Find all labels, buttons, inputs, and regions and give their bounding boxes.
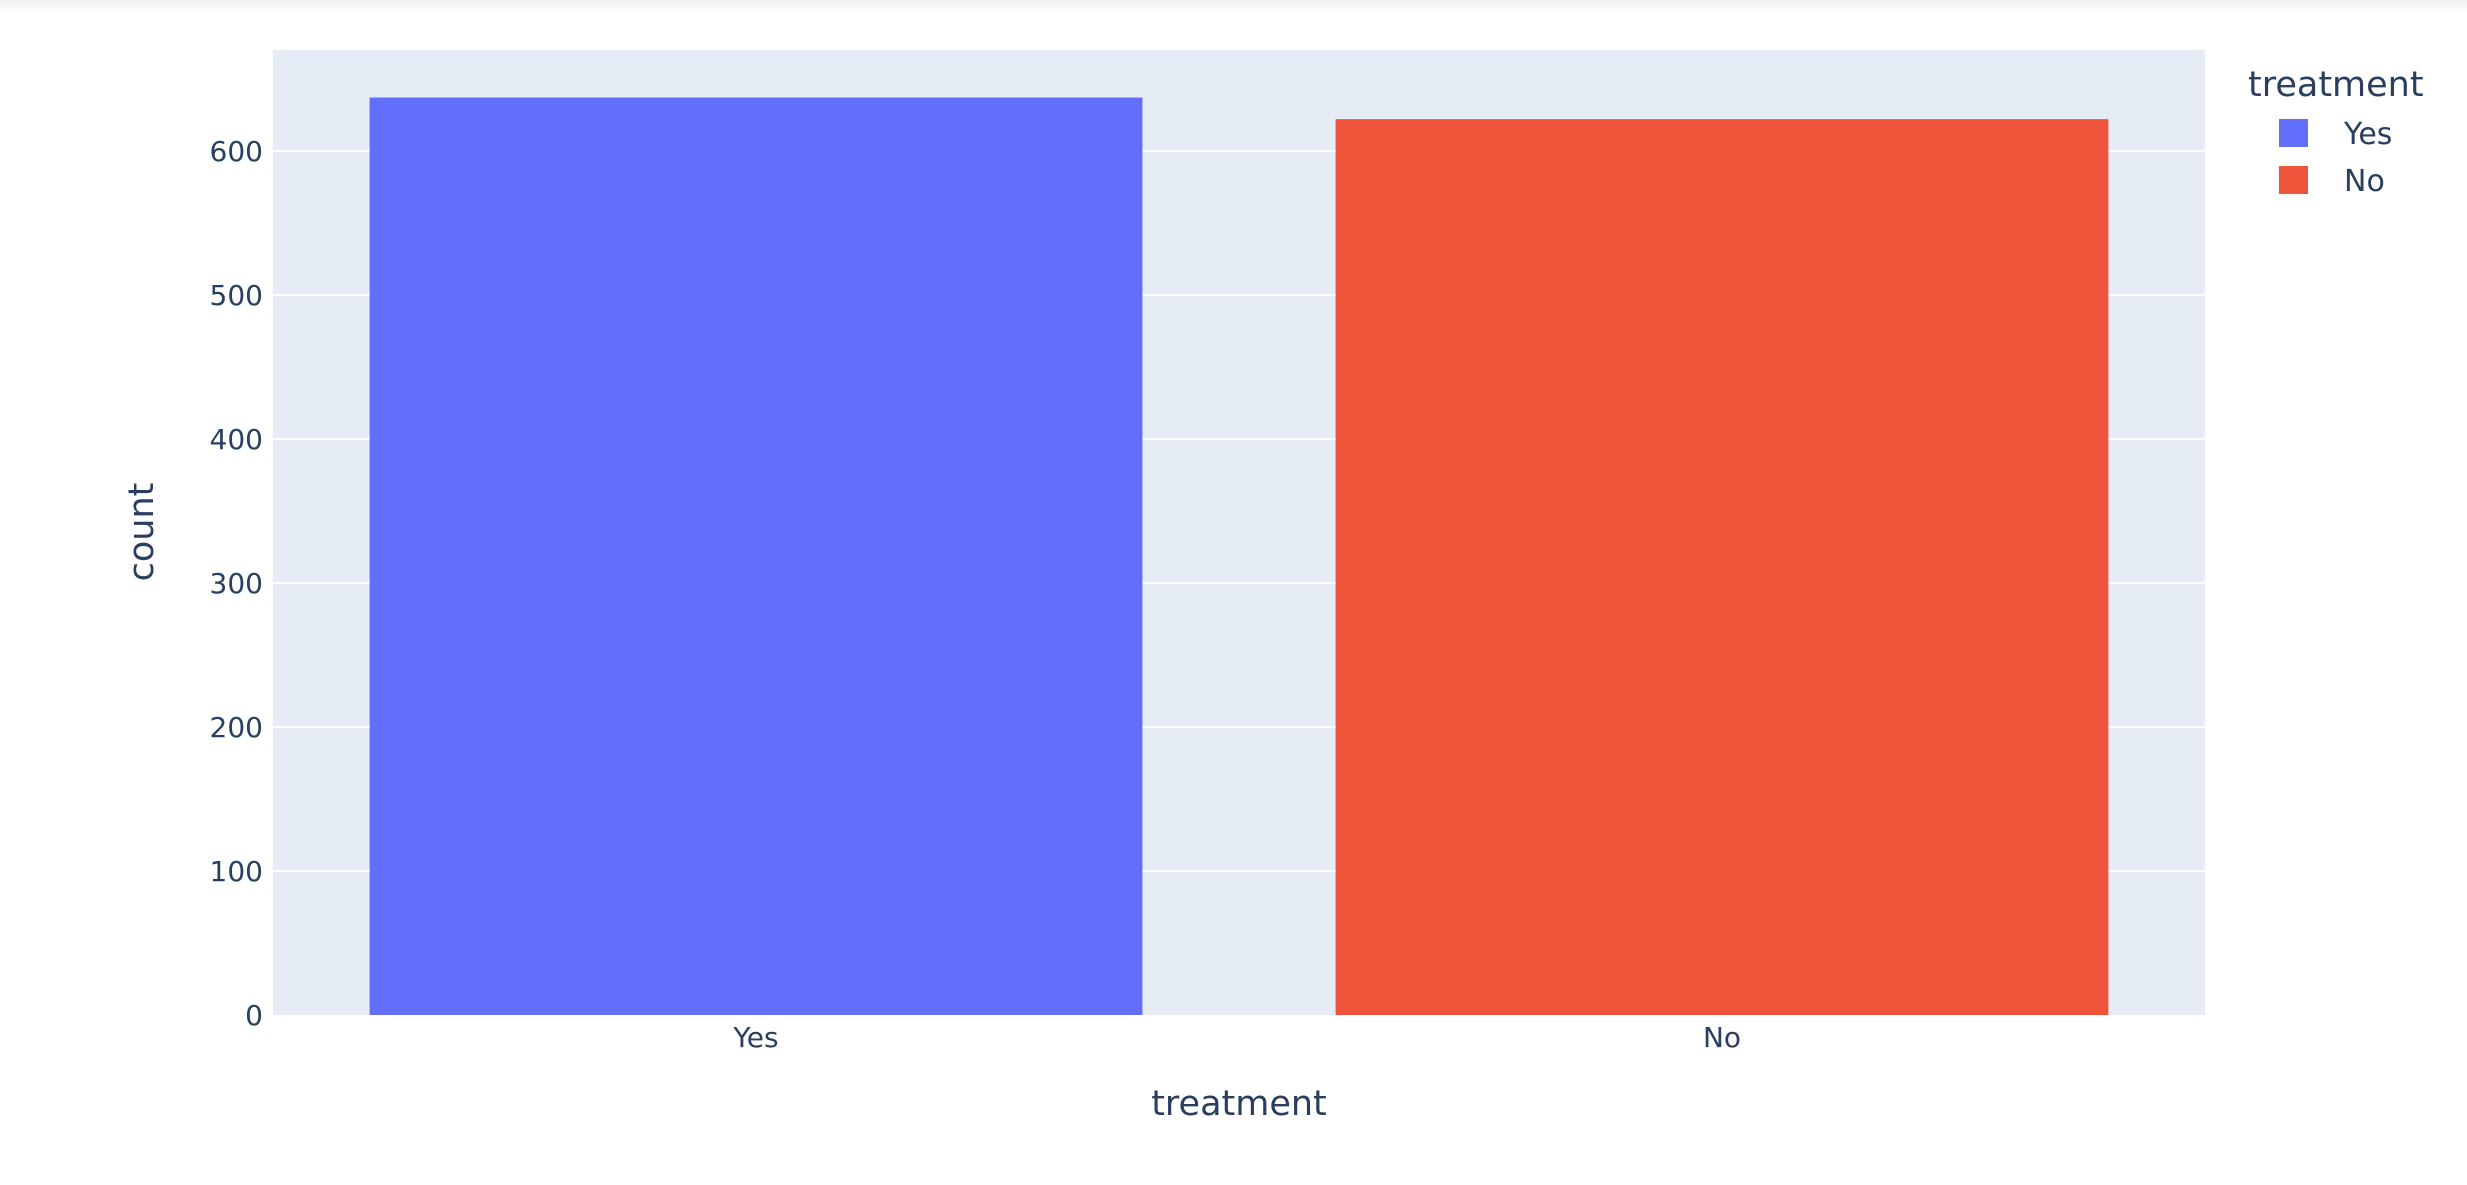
legend-entries: Yes No xyxy=(2279,117,2392,199)
y-tick-label: 0 xyxy=(245,999,263,1032)
legend-label: No xyxy=(2344,164,2385,199)
x-axis-ticks: Yes No xyxy=(732,1021,1741,1054)
legend-label: Yes xyxy=(2343,117,2392,152)
y-tick-label: 300 xyxy=(210,567,263,600)
bars xyxy=(369,97,2109,1016)
y-tick-label: 400 xyxy=(210,423,263,456)
legend-title: treatment xyxy=(2248,65,2424,105)
bar-no[interactable] xyxy=(1335,119,2109,1015)
y-tick-label: 200 xyxy=(210,711,263,744)
x-tick-label: No xyxy=(1703,1021,1741,1054)
top-edge-shadow xyxy=(0,0,2467,14)
x-tick-label: Yes xyxy=(732,1021,778,1054)
y-axis-ticks: 0 100 200 300 400 500 600 xyxy=(210,135,263,1032)
legend-swatch xyxy=(2279,119,2308,147)
y-tick-label: 500 xyxy=(210,279,263,312)
x-axis-title: treatment xyxy=(1151,1084,1327,1124)
legend-item-no[interactable]: No xyxy=(2279,164,2385,199)
y-tick-label: 100 xyxy=(210,855,263,888)
legend: treatment Yes No xyxy=(2248,65,2424,199)
y-tick-label: 600 xyxy=(210,135,263,168)
y-axis-title: count xyxy=(122,483,162,582)
legend-swatch xyxy=(2279,166,2308,194)
legend-item-yes[interactable]: Yes xyxy=(2279,117,2392,152)
bar-yes[interactable] xyxy=(369,97,1143,1016)
